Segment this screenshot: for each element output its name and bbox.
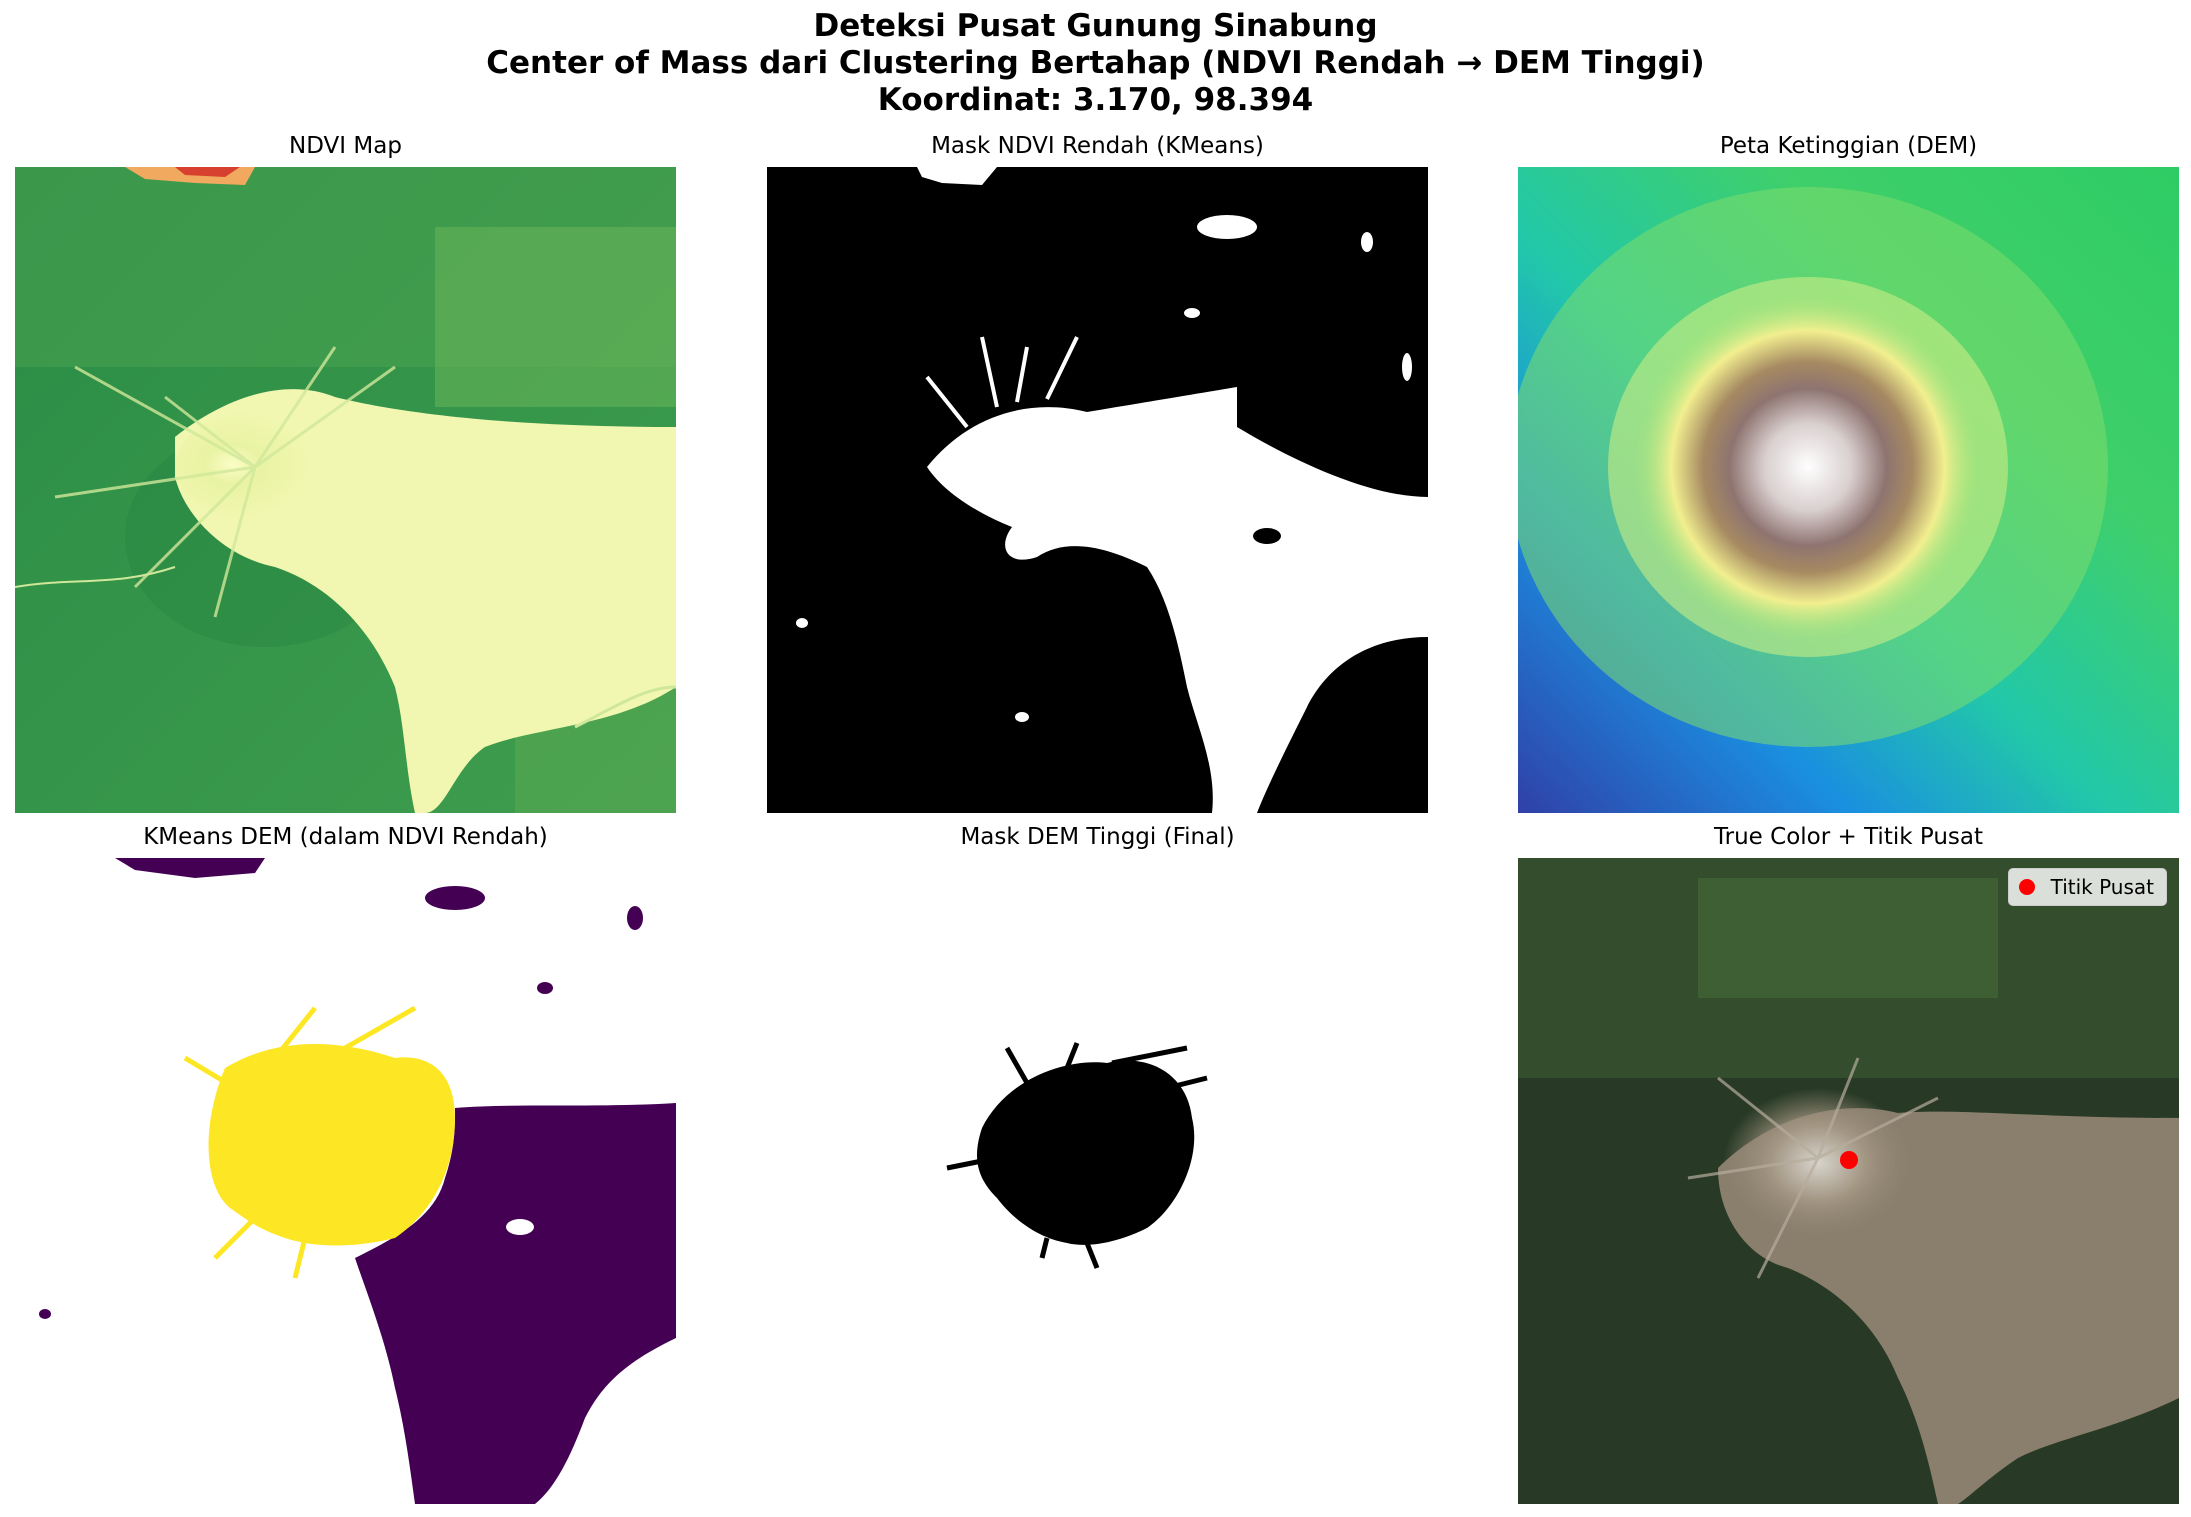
true-color-image: Titik Pusat — [1518, 858, 2179, 1504]
title-line-2: Center of Mass dari Clustering Bertahap … — [486, 45, 1705, 81]
ndvi-map-image — [15, 167, 676, 813]
title-line-1: Deteksi Pusat Gunung Sinabung — [813, 8, 1378, 44]
panel-title-ndvi: NDVI Map — [289, 133, 402, 159]
true-color-svg — [1518, 858, 2179, 1504]
legend-marker-icon — [2018, 879, 2035, 895]
mask-ndvi-image — [767, 167, 1428, 813]
figure-title: Deteksi Pusat Gunung Sinabung Center of … — [0, 8, 2191, 119]
legend: Titik Pusat — [2007, 868, 2167, 906]
kmeans-dem-svg — [15, 858, 676, 1504]
panel-title-kmeans-dem: KMeans DEM (dalam NDVI Rendah) — [143, 824, 548, 850]
panel-title-mask-dem: Mask DEM Tinggi (Final) — [960, 824, 1235, 850]
dem-image — [1518, 167, 2179, 813]
ndvi-map-svg — [15, 167, 676, 813]
title-line-3: Koordinat: 3.170, 98.394 — [877, 82, 1314, 118]
mask-ndvi-svg — [767, 167, 1428, 813]
mask-dem-image — [767, 858, 1428, 1504]
dem-svg — [1518, 167, 2179, 813]
center-point-marker — [1840, 1151, 1858, 1169]
mask-dem-svg — [767, 858, 1428, 1504]
legend-label: Titik Pusat — [2050, 875, 2154, 899]
kmeans-dem-image — [15, 858, 676, 1504]
panel-title-true-color: True Color + Titik Pusat — [1713, 824, 1983, 850]
panel-title-dem: Peta Ketinggian (DEM) — [1719, 133, 1978, 159]
panel-title-mask-ndvi: Mask NDVI Rendah (KMeans) — [931, 133, 1264, 159]
